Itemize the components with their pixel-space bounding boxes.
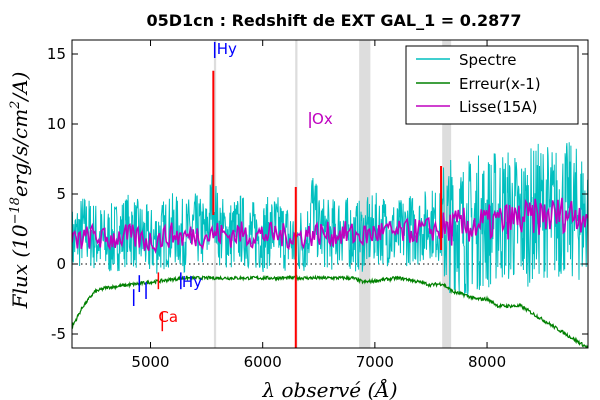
y-axis-label-exponent: −18 xyxy=(8,197,23,224)
chart-title: 05D1cn : Redshift de EXT GAL_1 = 0.2877 xyxy=(146,11,521,30)
y-axis-label: Flux (10−18erg/s/cm2/A) xyxy=(8,72,32,310)
y-axis-label-prefix: Flux (10 xyxy=(8,224,32,309)
y-axis-label-units: erg/s/cm xyxy=(8,109,32,197)
x-tick-label: 6000 xyxy=(244,353,282,371)
y-tick-label: 10 xyxy=(47,115,66,133)
legend-label-lisse: Lisse(15A) xyxy=(459,98,537,116)
x-axis-ticks: 5000 6000 7000 8000 xyxy=(131,40,506,371)
y-tick-label: -5 xyxy=(51,325,66,343)
y-tick-label: 5 xyxy=(56,185,66,203)
y-tick-label: 0 xyxy=(56,255,66,273)
series-line-lisse-15a- xyxy=(72,197,588,254)
absorption-label: Ca xyxy=(158,308,178,326)
legend-label-spectre: Spectre xyxy=(459,51,516,69)
bad-region-band xyxy=(213,40,217,348)
x-tick-label: 8000 xyxy=(468,353,506,371)
legend: Spectre Erreur(x-1) Lisse(15A) xyxy=(405,45,579,125)
y-axis-label-units-exp: 2 xyxy=(8,101,23,110)
y-tick-label: 15 xyxy=(47,45,66,63)
emission-line-label: Ox xyxy=(312,110,333,128)
x-axis-label: λ observé (Å) xyxy=(261,377,397,400)
absorption-label: Hy xyxy=(182,273,202,291)
x-tick-label: 5000 xyxy=(131,353,169,371)
emission-line-label: Hy xyxy=(217,40,237,58)
y-axis-ticks: -5 0 5 10 15 xyxy=(47,45,588,343)
bad-region-band xyxy=(359,40,371,348)
series-line-spectre xyxy=(72,142,588,296)
legend-label-erreur: Erreur(x-1) xyxy=(459,75,541,93)
x-tick-label: 7000 xyxy=(356,353,394,371)
y-axis-label-suffix: /A) xyxy=(8,72,32,103)
